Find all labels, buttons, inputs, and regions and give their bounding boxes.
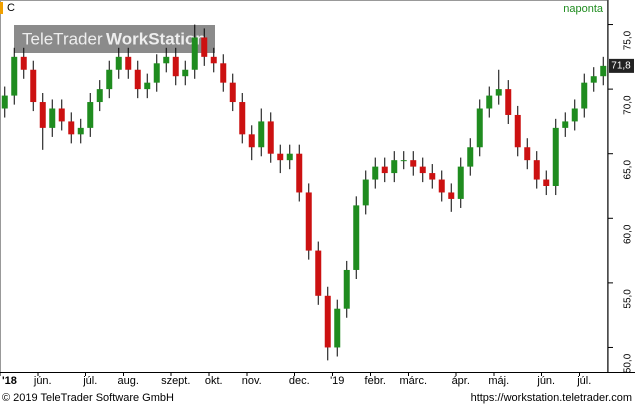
x-tick-label: júl. [576, 375, 591, 387]
candle-body [258, 121, 265, 148]
candle-body [505, 89, 512, 115]
candle-body [362, 179, 369, 206]
x-tick-label: febr. [365, 375, 386, 387]
candle-body [495, 89, 502, 96]
candle-body [106, 69, 113, 90]
footer-right: https://workstation.teletrader.com [471, 392, 632, 404]
candle-body [372, 166, 379, 180]
candle-body [20, 56, 27, 70]
x-tick-label: jún. [33, 375, 52, 387]
candle-body [172, 56, 179, 77]
y-tick-label: 60,0 [623, 224, 634, 244]
candle-body [324, 295, 331, 348]
candle-body [191, 37, 198, 70]
candle-body [267, 121, 274, 154]
candle-body [514, 114, 521, 148]
candle-body [419, 166, 426, 174]
x-tick-label: nov. [242, 375, 262, 387]
watermark-product: WorkStation [106, 29, 206, 48]
x-tick-label: máj. [488, 375, 509, 387]
plot-frame [0, 0, 608, 373]
frequency: naponta [563, 3, 604, 15]
candle-body [277, 153, 284, 161]
candle-body [305, 192, 312, 251]
candle-body [296, 153, 303, 193]
candle-body [163, 56, 170, 64]
candle-body [125, 56, 132, 70]
candle-body [239, 102, 246, 135]
candle-body [476, 108, 483, 148]
candle-body [600, 65, 607, 77]
footer-left: © 2019 TeleTrader Software GmbH [2, 392, 174, 404]
candle-body [315, 250, 322, 296]
candle-body [248, 134, 255, 148]
candle-body [467, 147, 474, 167]
candle-body [524, 147, 531, 161]
candle-body [486, 95, 493, 109]
candle-body [571, 108, 578, 122]
x-tick-label: júl. [82, 375, 97, 387]
x-tick-label: '19 [330, 375, 344, 387]
candle-body [391, 160, 398, 174]
candle-body [286, 153, 293, 161]
x-tick-label: '18 [2, 375, 17, 387]
y-tick-label: 50,0 [623, 353, 634, 373]
candle-body [562, 121, 569, 128]
candle-body [87, 102, 94, 128]
candle-body [39, 102, 46, 128]
candle-body [334, 308, 341, 348]
y-tick-label: 55,0 [623, 289, 634, 309]
candle-body [58, 108, 65, 122]
candle-body [220, 63, 227, 83]
x-tick-label: aug. [118, 375, 139, 387]
candle-body [30, 69, 37, 103]
candle-body [353, 205, 360, 270]
candle-body [343, 269, 350, 309]
candle-body [115, 56, 122, 70]
candle-body [182, 69, 189, 77]
candle-body [49, 108, 56, 128]
candle-body [400, 160, 407, 162]
candle-body [429, 173, 436, 180]
y-tick-label: 75,0 [623, 30, 634, 50]
candle-body [153, 63, 160, 83]
x-tick-label: jún. [536, 375, 555, 387]
candle-body [210, 56, 217, 64]
y-tick-label: 65,0 [623, 160, 634, 180]
candle-body [134, 69, 141, 90]
watermark-brand: TeleTrader [22, 29, 103, 48]
candle-body [201, 37, 208, 57]
candle-body [543, 179, 550, 186]
x-tick-label: okt. [205, 375, 223, 387]
price-tag-box [609, 58, 634, 73]
candle-body [68, 121, 75, 135]
x-tick-label: szept. [161, 375, 190, 387]
price-tag: 71,8 [611, 61, 631, 72]
x-tick-label: ápr. [452, 375, 470, 387]
candle-body [144, 82, 151, 90]
candle-body [1, 95, 8, 109]
x-tick-label: dec. [289, 375, 310, 387]
watermark-box [14, 25, 215, 53]
candle-body [11, 56, 18, 96]
y-tick-label: 70,0 [623, 95, 634, 115]
candle-body [96, 89, 103, 103]
candle-body [410, 160, 417, 167]
series-header: C [7, 2, 15, 14]
candle-body [457, 166, 464, 199]
candle-body [581, 82, 588, 109]
candle-body [381, 166, 388, 174]
candle-body [533, 160, 540, 180]
candle-body [448, 192, 455, 199]
candle-body [590, 76, 597, 83]
x-tick-label: márc. [400, 375, 428, 387]
candle-body [438, 179, 445, 193]
candle-body [229, 82, 236, 103]
candle-body [552, 127, 559, 186]
series-marker [0, 2, 3, 14]
candle-body [77, 127, 84, 135]
